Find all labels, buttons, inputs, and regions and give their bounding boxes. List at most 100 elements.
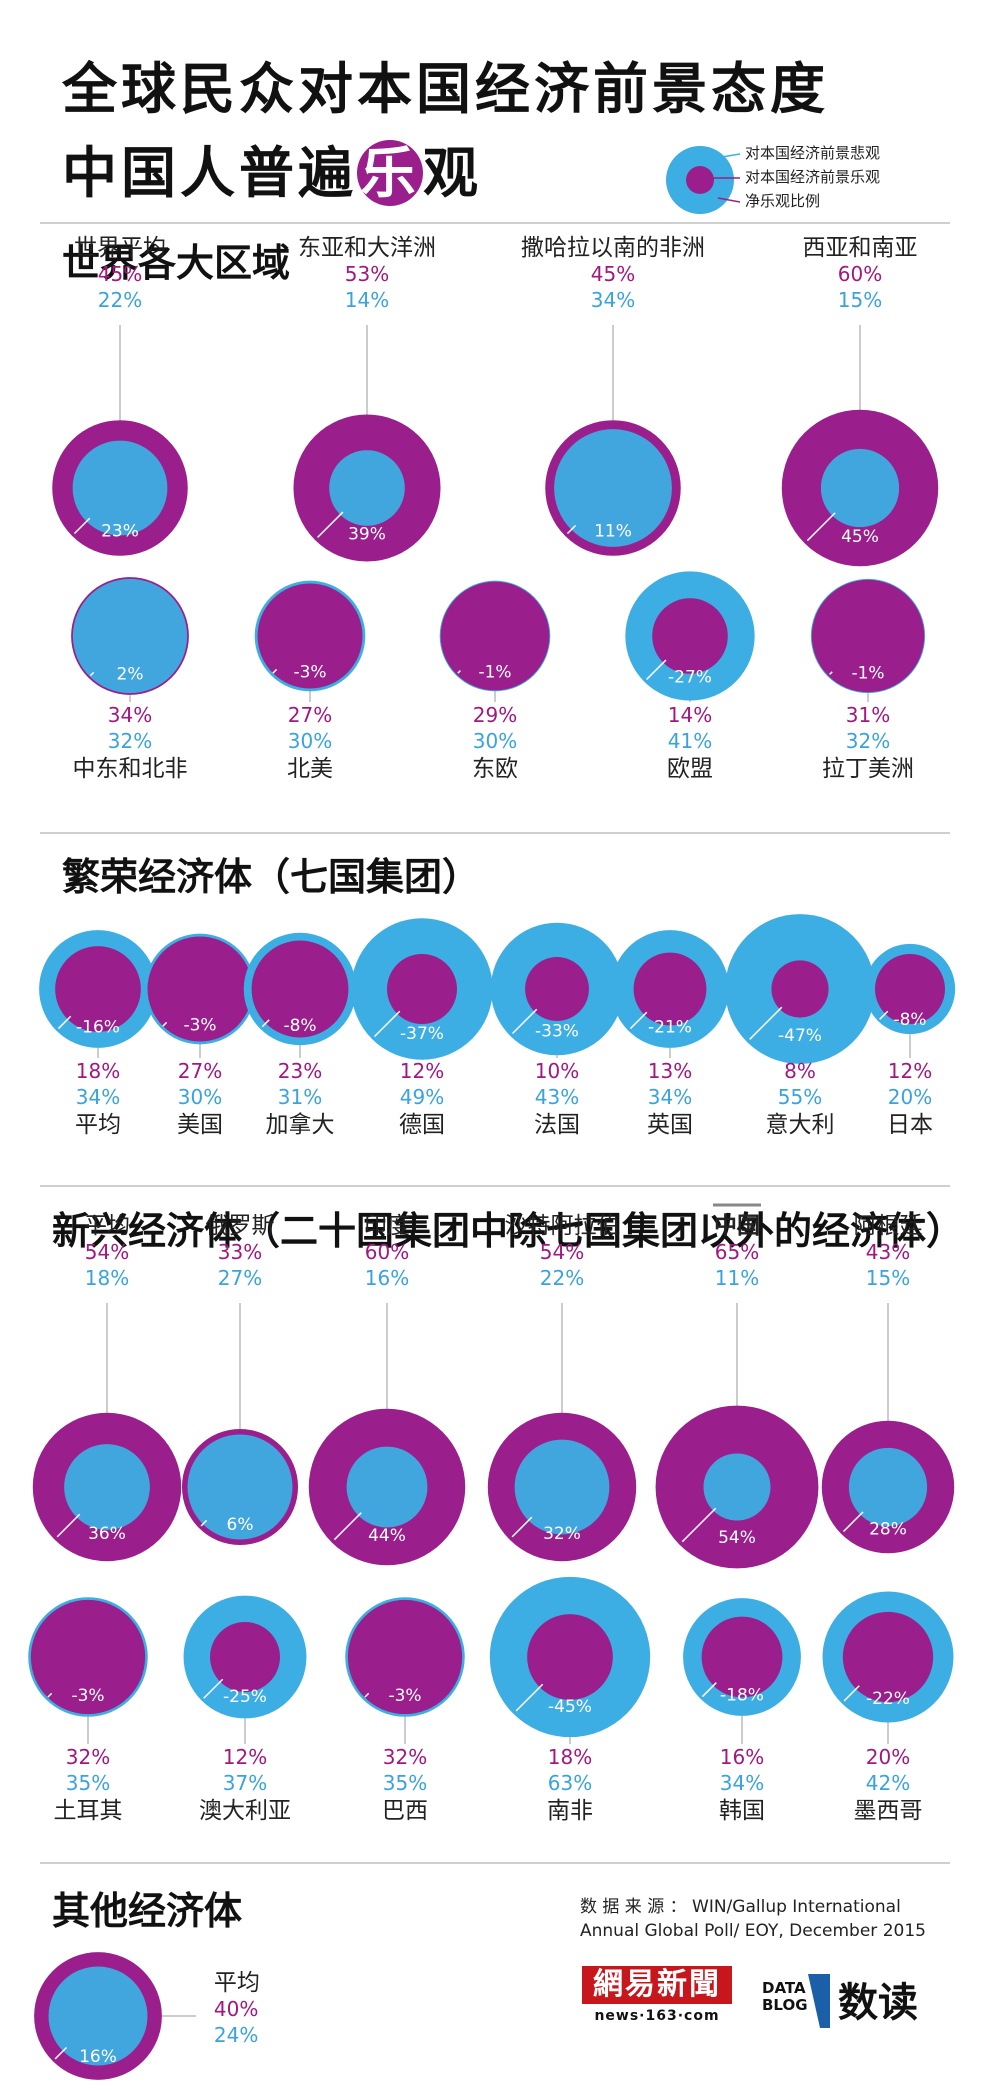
optimistic-value: 8%: [784, 1059, 816, 1083]
net-label: -8%: [283, 1016, 316, 1036]
item-name: 加拿大: [266, 1111, 335, 1138]
bubble-土耳其: -3% 32%35% 土耳其: [28, 1597, 148, 1824]
net-leader-line: [457, 670, 461, 674]
net-leader-line: [646, 659, 667, 680]
item-name: 撒哈拉以南的非洲: [521, 235, 705, 261]
bubble-平均: -16% 18%34% 平均: [39, 930, 157, 1138]
optimistic-value: 53%: [345, 262, 389, 286]
pessimistic-value: 41%: [668, 729, 712, 753]
item-name: 美国: [177, 1112, 223, 1138]
net-leader-line: [373, 1010, 401, 1038]
bubble-英国: -21% 13%34% 英国: [611, 930, 729, 1138]
bubble-北美: -3% 27%30% 北美: [254, 580, 366, 782]
pessimistic-value: 14%: [345, 288, 389, 312]
section-title-others: 其他经济体: [52, 1889, 243, 1933]
optimistic-value: 31%: [846, 703, 890, 727]
net-label: 16%: [79, 2047, 117, 2067]
optimistic-value: 27%: [178, 1059, 222, 1083]
optimistic-circle: [147, 936, 253, 1042]
optimistic-value: 18%: [548, 1745, 592, 1769]
bubble-南非: -45% 18%63% 南非: [489, 1576, 651, 1824]
net-label: -3%: [388, 1686, 421, 1706]
net-leader-line: [73, 517, 91, 535]
pessimistic-value: 18%: [85, 1266, 129, 1290]
pessimistic-circle: [820, 448, 900, 528]
optimistic-value: 10%: [535, 1059, 579, 1083]
item-name: 俄罗斯: [206, 1213, 275, 1239]
net-label: 44%: [368, 1526, 406, 1546]
net-label: 39%: [348, 524, 386, 544]
datablog-logo: DATA BLOG: [760, 1972, 832, 2030]
pessimistic-value: 55%: [778, 1085, 822, 1109]
pessimistic-value: 35%: [66, 1771, 110, 1795]
bubble-拉丁美洲: -1% 31%32% 拉丁美洲: [810, 578, 926, 782]
net-label: -37%: [400, 1024, 444, 1044]
net-label: -33%: [535, 1021, 579, 1041]
bubble-美国: -3% 27%30% 美国: [144, 933, 256, 1138]
bubble-加拿大: -8% 23%31%加拿大: [243, 932, 357, 1138]
item-name: 英国: [647, 1112, 693, 1138]
optimistic-value: 27%: [288, 703, 332, 727]
pessimistic-value: 22%: [540, 1266, 584, 1290]
net-leader-line: [203, 1678, 224, 1699]
item-name: 韩国: [719, 1798, 765, 1824]
net-leader-line: [701, 1682, 717, 1698]
net-leader-line: [842, 1511, 864, 1533]
optimistic-value: 20%: [866, 1745, 910, 1769]
bubble-澳大利亚: -25% 12%37% 澳大利亚: [183, 1595, 307, 1824]
pessimistic-circle: [514, 1439, 610, 1535]
net-label: 32%: [543, 1524, 581, 1544]
pessimistic-value: 34%: [648, 1085, 692, 1109]
net-leader-line: [829, 671, 833, 675]
net-label: -8%: [893, 1010, 926, 1030]
optimistic-circle: [251, 940, 349, 1038]
legend-net: 净乐观比例: [745, 192, 821, 210]
pessimistic-value: 34%: [720, 1771, 764, 1795]
net-leader-line: [681, 1507, 717, 1543]
net-label: -3%: [71, 1686, 104, 1706]
divider: [40, 222, 950, 224]
optimistic-value: 33%: [218, 1240, 262, 1264]
net-label: -3%: [293, 662, 326, 682]
optimistic-value: 60%: [838, 262, 882, 286]
net-leader-line: [566, 524, 577, 535]
item-name: 阿根廷: [854, 1213, 923, 1239]
pessimistic-value: 37%: [223, 1771, 267, 1795]
section-title-emerging: 新兴经济体（二十国集团中除七国集团以外的经济体）: [52, 1209, 965, 1253]
pessimistic-circle: [64, 1444, 150, 1530]
item-name: 印度: [364, 1213, 410, 1239]
optimistic-value: 18%: [76, 1059, 120, 1083]
net-leader-line: [57, 1015, 72, 1030]
optimistic-circle: [527, 1614, 613, 1700]
net-label: -16%: [76, 1017, 120, 1037]
item-name: 西亚和南亚: [803, 235, 918, 261]
optimistic-value: 32%: [66, 1745, 110, 1769]
optimistic-value: 43%: [866, 1240, 910, 1264]
net-label: -27%: [668, 668, 712, 688]
optimistic-value: 12%: [888, 1059, 932, 1083]
pessimistic-circle: [703, 1453, 771, 1521]
datablog-text2: BLOG: [762, 1996, 808, 2014]
bubble-巴西: -3% 32%35% 巴西: [345, 1597, 465, 1824]
pessimistic-circle: [554, 429, 672, 547]
item-name: 东亚和大洋洲: [298, 235, 436, 261]
bubble-意大利: -47% 8%55% 意大利: [725, 914, 875, 1138]
net-label: 45%: [841, 527, 879, 547]
pessimistic-circle: [848, 1447, 928, 1527]
optimistic-value: 32%: [383, 1745, 427, 1769]
net-label: 28%: [869, 1519, 907, 1539]
net-leader-line: [511, 1008, 538, 1035]
pessimistic-value: 42%: [866, 1771, 910, 1795]
optimistic-circle: [771, 960, 829, 1018]
net-label: -21%: [648, 1017, 692, 1037]
item-name: 土耳其: [54, 1798, 123, 1824]
bubble-中东和北非: 2% 34%32% 中东和北非: [71, 577, 189, 782]
net-leader-line: [272, 668, 278, 674]
net-label: -3%: [183, 1015, 216, 1035]
optimistic-circle: [701, 1616, 783, 1698]
pessimistic-value: 20%: [888, 1085, 932, 1109]
